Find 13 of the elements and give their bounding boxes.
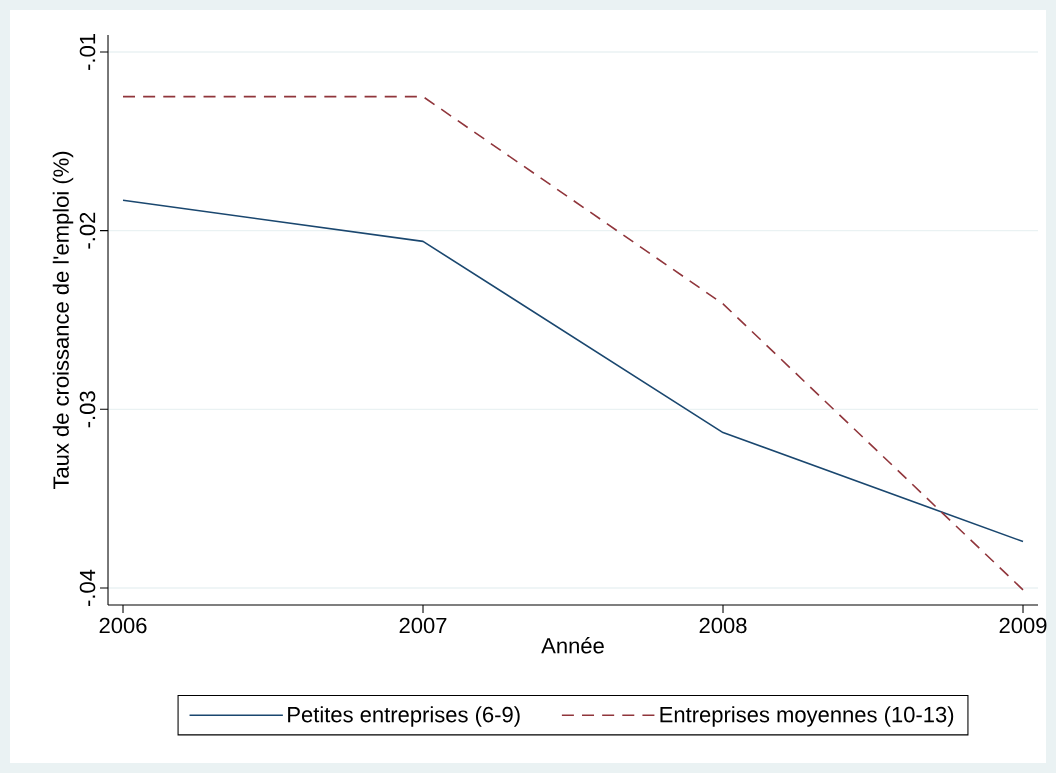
y-tick-label: -.01 bbox=[79, 34, 96, 70]
legend-label: Entreprises moyennes (10-13) bbox=[660, 706, 954, 727]
x-axis-title: Année bbox=[541, 637, 604, 654]
x-tick-label: 2007 bbox=[399, 617, 447, 634]
y-tick-label: -.03 bbox=[79, 391, 96, 428]
x-tick-label: 2009 bbox=[999, 617, 1047, 634]
x-tick-label: 2008 bbox=[699, 617, 747, 634]
y-axis-title: Taux de croissance de l'emploi (%) bbox=[52, 151, 74, 490]
x-tick-label: 2006 bbox=[99, 617, 147, 634]
y-tick-label: -.04 bbox=[79, 569, 96, 606]
line-series bbox=[122, 199, 1024, 543]
legend-label: Petites entreprises (6-9) bbox=[288, 706, 520, 727]
y-tick-label: -.02 bbox=[79, 212, 96, 249]
